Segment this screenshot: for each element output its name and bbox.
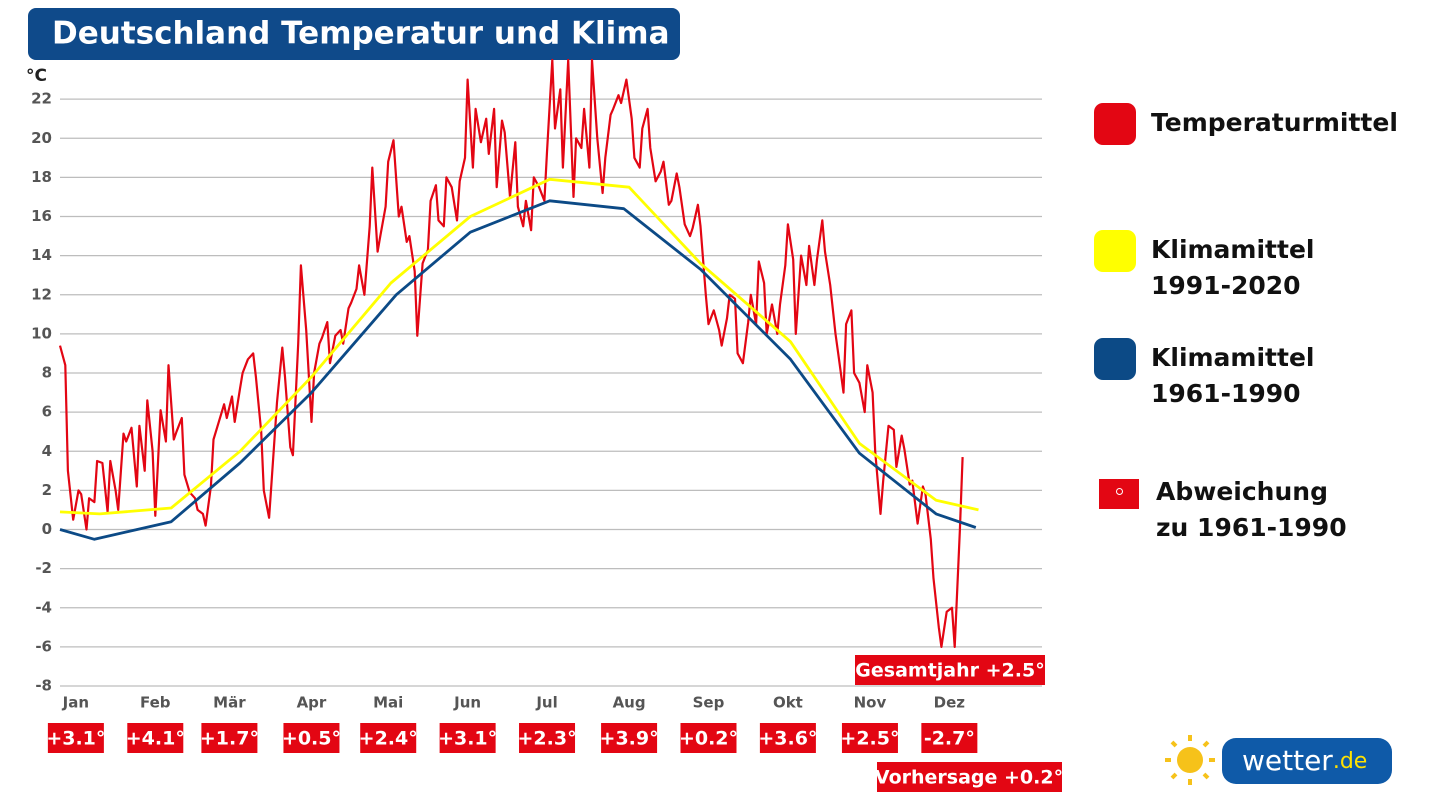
y-tick-label: 4 [42,442,52,460]
y-tick-label: 16 [31,207,52,225]
x-tick-label: Mai [373,694,403,712]
anomaly-box [841,723,898,753]
series-line [59,199,977,541]
anomaly-box [921,723,978,753]
y-tick-label: 10 [31,324,52,342]
x-tick-label: Jun [453,694,481,712]
legend-label: Klimamittel 1991-2020 [1151,235,1315,300]
y-tick-label: 20 [31,129,52,147]
y-tick-label: 0 [42,520,52,538]
anomaly-label: +4.1° [126,728,185,750]
y-tick-label: 14 [31,246,52,264]
anomaly-box [360,723,417,753]
x-tick-label: Jul [535,694,557,712]
anomaly-box [127,723,184,753]
series-line [59,177,979,516]
logo-sun [1165,735,1215,785]
x-tick-label: Aug [613,694,646,712]
annotation-box [877,762,1062,792]
anomaly-box [601,723,658,753]
y-unit: °C [26,66,47,86]
annotation: Gesamtjahr +2.5° [855,660,1044,682]
y-tick-label: -4 [35,598,52,616]
anomaly-label: +3.9° [600,728,659,750]
legend-label: Temperaturmittel [1151,108,1398,137]
x-tick-label: Apr [297,694,327,712]
y-tick-label: 6 [42,403,52,421]
anomaly-label: +2.3° [517,728,576,750]
anomaly-label: -2.7° [924,728,975,750]
legend-label: Abweichung zu 1961-1990 [1156,477,1347,542]
legend-swatch [1094,338,1136,380]
title-box [28,8,680,60]
y-tick-label: -2 [35,559,52,577]
y-tick-label: -6 [35,637,52,655]
annotation: Vorhersage +0.2° [875,767,1063,789]
legend-swatch [1094,103,1136,145]
logo-box [1222,738,1392,784]
anomaly-label: +3.6° [758,728,817,750]
chart-title: Deutschland Temperatur und Klima [52,16,670,52]
y-tick-label: 12 [31,285,52,303]
legend-label: Klimamittel 1961-1990 [1151,343,1315,408]
anomaly-label: +0.5° [282,728,341,750]
y-tick-label: 18 [31,168,52,186]
anomaly-box [283,723,340,753]
x-tick-label: Feb [140,694,171,712]
anomaly-box [439,723,496,753]
anomaly-box [759,723,816,753]
y-tick-label: 22 [31,90,52,108]
logo: wetter.de [1242,744,1367,777]
annotation-box [855,655,1045,685]
x-tick-label: Nov [854,694,887,712]
anomaly-label: +3.1° [46,728,105,750]
anomaly-label: +2.4° [359,728,418,750]
anomaly-label: +3.1° [438,728,497,750]
x-tick-label: Sep [693,694,725,712]
legend-dot [1116,488,1123,495]
logo-name: wetter [1242,744,1333,777]
anomaly-box [519,723,576,753]
y-tick-label: 8 [42,364,52,382]
anomaly-box [47,723,104,753]
legend-swatch [1099,479,1139,509]
anomaly-label: +2.5° [840,728,899,750]
x-tick-label: Jan [62,694,89,712]
anomaly-box [680,723,737,753]
series-line [58,58,964,648]
anomaly-box [201,723,258,753]
x-tick-label: Mär [213,694,246,712]
x-tick-label: Dez [934,694,966,712]
y-tick-label: 2 [42,481,52,499]
logo-suffix: .de [1333,749,1368,774]
legend-swatch [1094,230,1136,272]
anomaly-label: +1.7° [200,728,259,750]
x-tick-label: Okt [773,694,803,712]
anomaly-label: +0.2° [679,728,738,750]
y-tick-label: -8 [35,677,52,695]
